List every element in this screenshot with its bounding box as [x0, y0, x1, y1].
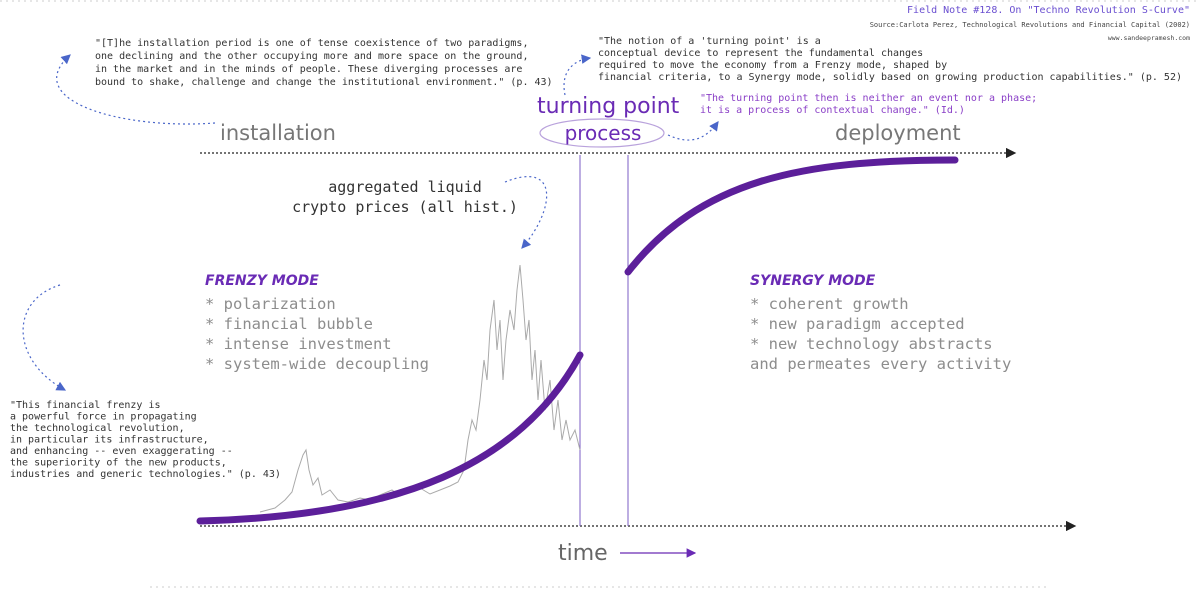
- deployment-label: deployment: [835, 121, 961, 145]
- arrow-crypto: [504, 176, 548, 249]
- arrow-turning: [563, 54, 592, 96]
- source: Source:Carlota Perez, Technological Revo…: [870, 21, 1190, 29]
- crypto-label: aggregated liquid: [328, 178, 482, 196]
- frenzy-quote: industries and generic technologies." (p…: [10, 469, 281, 480]
- arrow-installation: [56, 54, 216, 125]
- frenzy-item: * polarization: [205, 295, 336, 313]
- process-quote: "The turning point then is neither an ev…: [700, 93, 1037, 104]
- time-label: time: [558, 541, 608, 566]
- arrow-process: [667, 121, 719, 141]
- frenzy-title: FRENZY MODE: [205, 273, 319, 289]
- installation-quote: "[T]he installation period is one of ten…: [95, 38, 528, 49]
- installation-label: installation: [220, 121, 336, 145]
- arrow-frenzy: [22, 284, 67, 391]
- synergy-title: SYNERGY MODE: [750, 273, 876, 289]
- turning-point-quote: conceptual device to represent the funda…: [598, 48, 923, 59]
- turning-point-quote: financial criteria, to a Synergy mode, s…: [598, 72, 1182, 83]
- process-ellipse: [539, 118, 665, 148]
- frenzy-quote: a powerful force in propagating: [10, 412, 197, 423]
- s-curve-installation: [196, 351, 584, 525]
- turning-point-quote: "The notion of a 'turning point' is a: [598, 36, 821, 47]
- url: www.sandeepramesh.com: [1108, 34, 1190, 42]
- frenzy-quote: in particular its infrastructure,: [10, 435, 209, 446]
- crypto-label: crypto prices (all hist.): [292, 198, 518, 216]
- title: Field Note #128. On "Techno Revolution S…: [907, 5, 1190, 16]
- synergy-item: * coherent growth: [750, 295, 909, 313]
- quotes: "[T]he installation period is one of ten…: [10, 36, 1182, 480]
- frenzy-item: * system-wide decoupling: [205, 355, 429, 373]
- installation-quote: in the market and in the minds of people…: [95, 64, 522, 75]
- process-quote: it is a process of contextual change." (…: [700, 105, 965, 116]
- frenzy-item: * financial bubble: [205, 315, 373, 333]
- frenzy-quote: and enhancing -- even exaggerating --: [10, 446, 233, 457]
- crypto-line: [259, 264, 581, 513]
- frenzy-quote: the technological revolution,: [10, 423, 185, 434]
- mode-lists: * polarization * financial bubble * intens…: [205, 295, 1011, 373]
- turning-point-label: turning point: [537, 94, 680, 119]
- synergy-item: * new paradigm accepted: [750, 315, 965, 333]
- synergy-item: * new technology abstracts: [750, 335, 993, 353]
- installation-quote: one declining and the other occupying mo…: [95, 51, 528, 62]
- frenzy-quote: the superiority of the new products,: [10, 458, 227, 469]
- process-label: process: [565, 121, 642, 145]
- installation-quote: bound to shake, challenge and change the…: [95, 77, 553, 88]
- synergy-item: and permeates every activity: [750, 355, 1011, 373]
- turning-point-quote: required to move the economy from a Fren…: [598, 60, 947, 71]
- frenzy-item: * intense investment: [205, 335, 392, 353]
- s-curve-deployment: [624, 156, 959, 276]
- frenzy-quote: "This financial frenzy is: [10, 400, 161, 411]
